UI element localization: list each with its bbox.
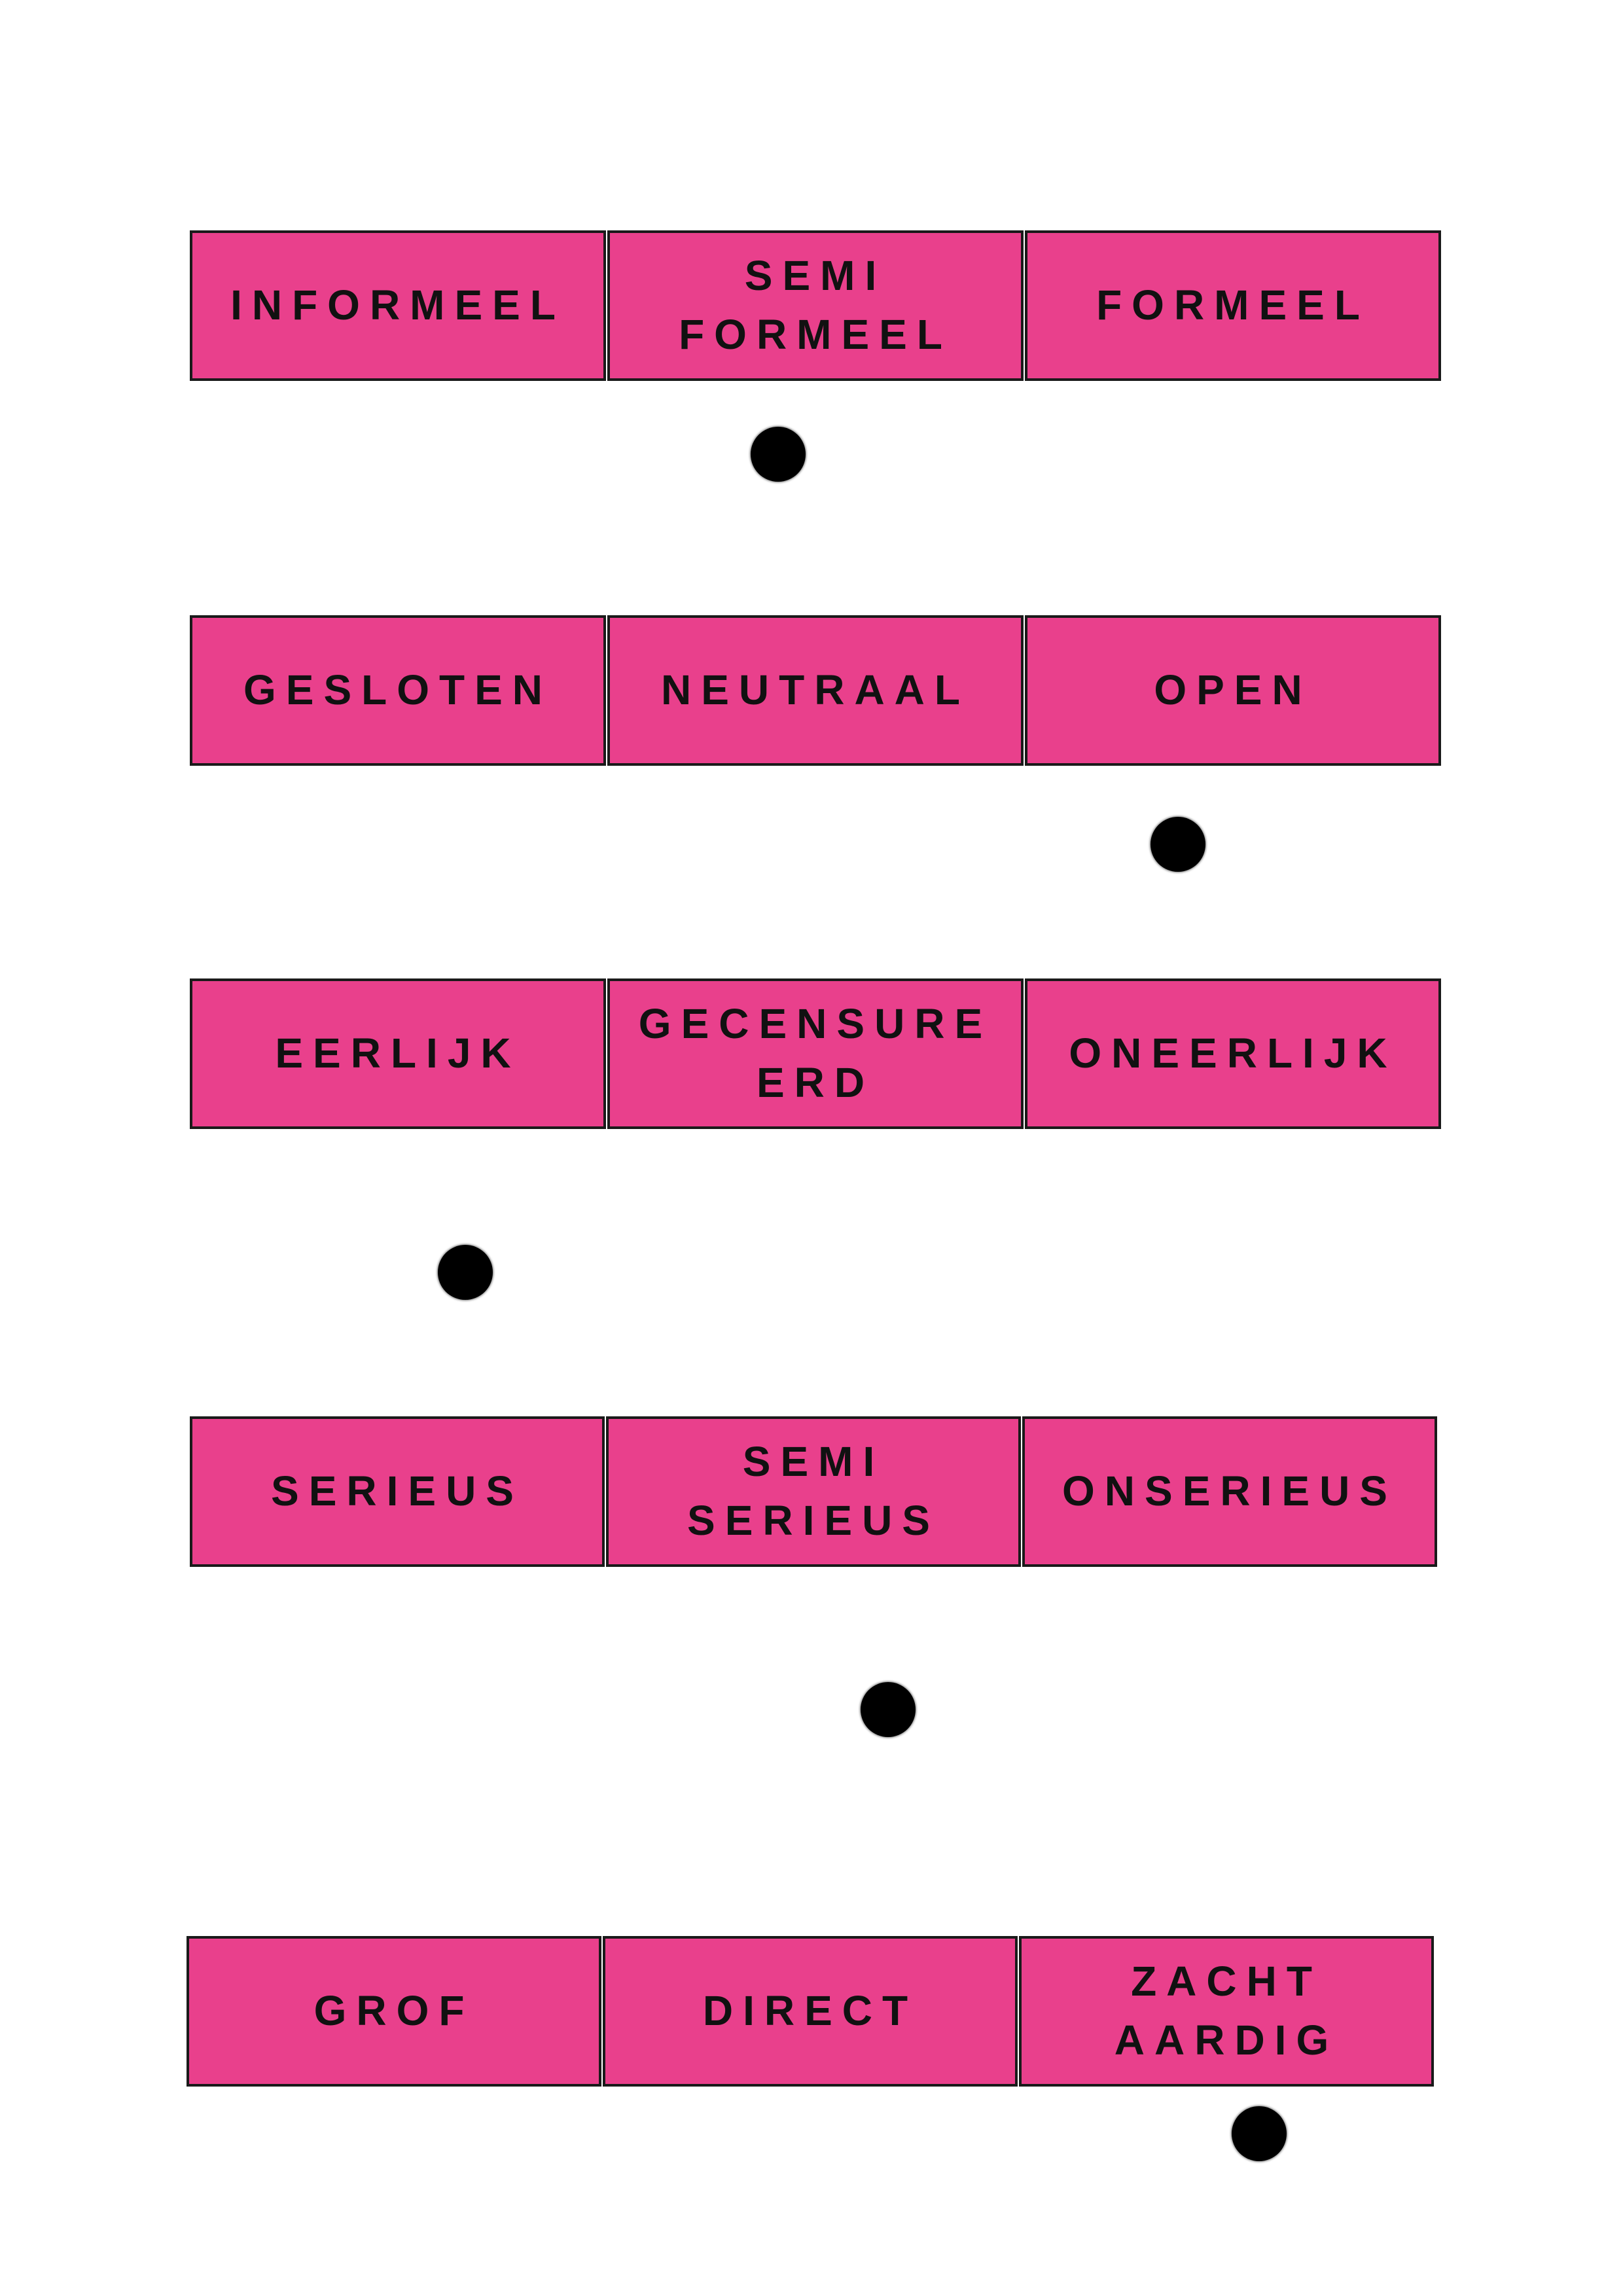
scale-row-openness: GESLOTEN NEUTRAAL OPEN xyxy=(190,615,1441,766)
scale-option[interactable]: GESLOTEN xyxy=(190,615,606,766)
scale-option[interactable]: FORMEEL xyxy=(1025,230,1441,381)
scale-option[interactable]: INFORMEEL xyxy=(190,230,606,381)
scale-option[interactable]: SERIEUS xyxy=(190,1416,605,1567)
scale-option[interactable]: ZACHT AARDIG xyxy=(1019,1936,1434,2087)
scale-row-seriousness: SERIEUS SEMI SERIEUS ONSERIEUS xyxy=(190,1416,1437,1567)
scale-marker-honesty[interactable] xyxy=(438,1245,493,1300)
scale-option[interactable]: SEMI FORMEEL xyxy=(607,230,1024,381)
scale-option[interactable]: SEMI SERIEUS xyxy=(606,1416,1021,1567)
scale-row-honesty: EERLIJK GECENSURE ERD ONEERLIJK xyxy=(190,978,1441,1129)
scale-option[interactable]: GROF xyxy=(187,1936,601,2087)
scale-marker-openness[interactable] xyxy=(1150,817,1205,872)
scale-marker-seriousness[interactable] xyxy=(861,1682,916,1737)
scale-row-tone: GROF DIRECT ZACHT AARDIG xyxy=(187,1936,1434,2087)
scale-option[interactable]: NEUTRAAL xyxy=(607,615,1024,766)
scale-option[interactable]: ONSERIEUS xyxy=(1022,1416,1437,1567)
scale-option[interactable]: OPEN xyxy=(1025,615,1441,766)
scale-marker-tone[interactable] xyxy=(1232,2106,1287,2161)
scale-marker-formality[interactable] xyxy=(751,427,806,482)
scale-option[interactable]: ONEERLIJK xyxy=(1025,978,1441,1129)
scale-option[interactable]: GECENSURE ERD xyxy=(607,978,1024,1129)
scale-row-formality: INFORMEEL SEMI FORMEEL FORMEEL xyxy=(190,230,1441,381)
scale-option[interactable]: DIRECT xyxy=(603,1936,1018,2087)
scale-option[interactable]: EERLIJK xyxy=(190,978,606,1129)
